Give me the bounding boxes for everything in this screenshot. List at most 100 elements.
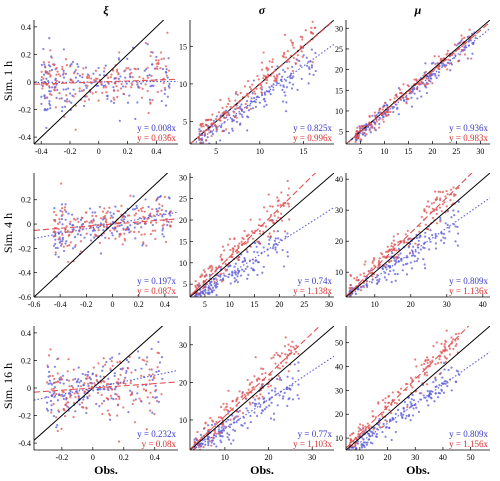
data-point [450, 389, 453, 392]
data-point [367, 432, 371, 436]
x-tick-label: 5 [214, 147, 218, 156]
data-point [446, 223, 449, 227]
data-point [274, 387, 277, 390]
data-point [453, 194, 456, 197]
data-point [227, 113, 230, 116]
data-point [263, 100, 267, 103]
data-point [365, 443, 368, 446]
data-point [193, 438, 196, 441]
data-point [56, 70, 59, 73]
data-point [283, 230, 287, 233]
data-point [286, 250, 289, 254]
data-point [351, 298, 353, 300]
data-point [133, 226, 136, 229]
data-point [207, 436, 211, 439]
data-point [110, 100, 113, 103]
data-point [440, 361, 443, 364]
data-point [350, 299, 352, 301]
data-point [194, 453, 196, 455]
plot-area [34, 20, 178, 144]
data-point [444, 65, 447, 68]
data-point [434, 242, 437, 245]
data-point [441, 190, 445, 194]
data-point [104, 236, 107, 239]
data-point [105, 91, 108, 94]
data-point [395, 420, 398, 423]
x-tick-label: 20 [428, 147, 436, 156]
data-point [308, 72, 311, 76]
x-tick-label: 30 [411, 453, 419, 462]
data-point [289, 39, 293, 42]
data-point [380, 252, 383, 255]
data-point [74, 410, 77, 413]
data-point [446, 52, 449, 55]
data-point [263, 408, 267, 411]
data-point [402, 407, 405, 410]
data-point [64, 230, 67, 233]
data-point [85, 86, 88, 89]
data-point [55, 392, 58, 396]
data-point [140, 226, 143, 229]
data-point [92, 236, 96, 239]
data-point [148, 402, 151, 405]
data-point [273, 418, 276, 421]
data-point [231, 399, 234, 402]
data-point [61, 213, 64, 216]
data-point [98, 405, 101, 408]
data-point [443, 355, 446, 358]
data-point [265, 81, 268, 85]
data-point [251, 386, 254, 389]
fit-line-blue [348, 351, 490, 450]
data-point [64, 403, 67, 406]
data-point [288, 75, 291, 78]
data-point [464, 44, 467, 47]
data-point [239, 91, 242, 95]
data-point [54, 251, 57, 254]
data-point [50, 408, 53, 412]
data-point [150, 74, 153, 78]
data-point [307, 60, 310, 63]
data-point [72, 88, 75, 91]
x-tick-label: 5 [203, 300, 207, 309]
data-point [301, 38, 304, 41]
data-point [286, 255, 289, 258]
data-point [137, 67, 140, 70]
data-point [201, 144, 203, 146]
data-point [56, 246, 59, 250]
data-point [121, 368, 124, 371]
data-point [443, 345, 446, 348]
data-point [284, 110, 288, 113]
data-point [124, 215, 127, 219]
data-point [95, 373, 98, 377]
data-point [74, 76, 77, 79]
data-point [450, 336, 453, 339]
data-point [206, 144, 208, 146]
data-point [366, 441, 369, 444]
data-point [102, 223, 105, 226]
data-point [272, 412, 276, 415]
data-point [279, 79, 282, 82]
data-point [66, 370, 69, 373]
data-point [101, 210, 105, 213]
data-point [110, 73, 113, 76]
data-point [252, 396, 255, 399]
data-point [64, 72, 68, 75]
data-point [60, 182, 63, 185]
data-point [240, 103, 243, 106]
plot-area [190, 326, 334, 455]
data-point [302, 54, 305, 57]
data-point [76, 217, 79, 220]
data-point [144, 198, 147, 201]
data-point [105, 212, 108, 215]
data-point [381, 430, 384, 434]
data-point [160, 208, 163, 212]
data-point [272, 230, 276, 233]
data-point [410, 96, 413, 99]
data-point [434, 63, 437, 66]
data-point [282, 265, 286, 268]
data-point [41, 84, 45, 88]
data-point [276, 82, 279, 85]
data-point [243, 270, 246, 273]
data-point [373, 111, 376, 114]
data-point [406, 403, 409, 406]
